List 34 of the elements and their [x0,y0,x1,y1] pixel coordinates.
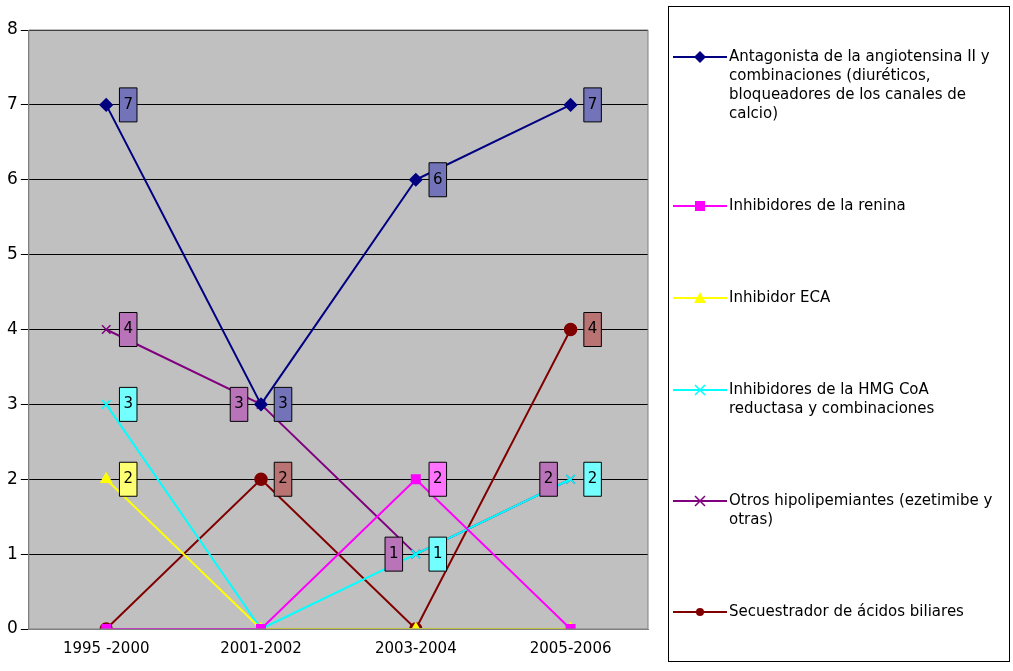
legend-label: Antagonista de la angiotensina II y combinaciones (diuréticos, bloqueadores de los canales de calcio) [729,47,991,124]
data-label: 2 [123,469,133,488]
data-label: 6 [433,169,443,188]
data-label: 4 [587,319,598,338]
data-label: 2 [543,469,554,488]
y-tick-label: 6 [6,168,18,189]
y-tick-label: 7 [6,93,18,114]
legend-label: Inhibidores de la renina [729,196,906,216]
y-tick-label: 5 [6,243,18,264]
data-label: 7 [587,94,598,113]
y-tick-label: 0 [6,617,18,638]
y-tick-label: 8 [6,18,18,39]
y-tick-label: 2 [6,467,18,488]
legend-label: Otros hipolipemiantes (ezetimibe y otras) [729,490,994,529]
x-tick-label: 2005-2006 [529,638,612,657]
y-tick-label: 1 [6,542,18,563]
data-label: 4 [123,319,133,338]
legend-label: Secuestrador de ácidos biliares [729,601,964,621]
x-tick-label: 2001-2002 [220,638,302,657]
data-label: 3 [278,394,288,413]
data-label: 2 [587,469,598,488]
data-label: 3 [234,394,244,413]
y-tick-label: 3 [6,392,18,413]
data-label: 3 [123,394,133,413]
data-label: 1 [433,544,443,563]
y-tick-label: 4 [6,317,18,338]
data-label: 1 [389,544,399,563]
x-tick-label: 1995 -2000 [62,638,150,657]
x-tick-label: 2003-2004 [374,638,457,657]
data-label: 7 [123,94,133,113]
legend-label: Inhibidor ECA [729,288,831,308]
data-label: 2 [433,469,443,488]
data-label: 2 [278,469,288,488]
legend-label: Inhibidores de la HMG CoA reductasa y combinaciones [729,379,936,418]
